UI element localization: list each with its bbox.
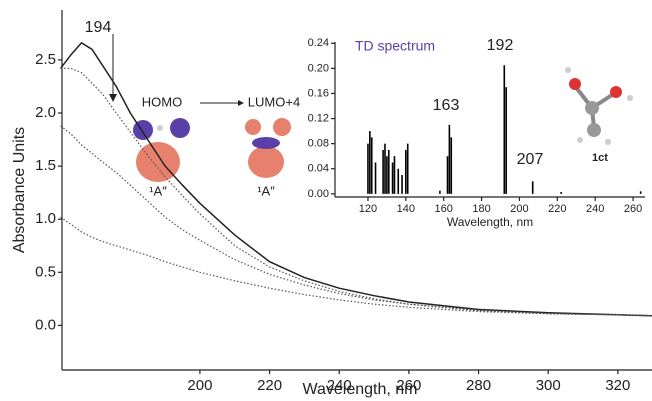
x-axis-label: Wavelength, nm bbox=[302, 381, 417, 398]
annotation: 194 bbox=[85, 19, 112, 36]
y-tick-label: 0.00 bbox=[308, 188, 329, 200]
annotation: HOMO bbox=[142, 94, 182, 109]
y-tick-label: 0.12 bbox=[308, 112, 329, 124]
x-tick-label: 240 bbox=[327, 377, 352, 394]
x-tick-label: 180 bbox=[472, 203, 490, 215]
x-tick-label: 160 bbox=[435, 203, 453, 215]
y-tick-label: 0.08 bbox=[308, 138, 329, 150]
inset-extras: TD spectrum Wavelength, nm 163 192 207 1… bbox=[308, 37, 645, 229]
x-tick-label: 200 bbox=[510, 203, 528, 215]
y-tick-label: 2.5 bbox=[35, 51, 56, 68]
x-tick-label: 200 bbox=[187, 377, 212, 394]
x-tick-label: 260 bbox=[624, 203, 642, 215]
y-tick-label: 0.24 bbox=[308, 37, 329, 49]
x-tick-label: 120 bbox=[359, 203, 377, 215]
y-tick-label: 0.0 bbox=[35, 316, 56, 333]
annotation: 1ct bbox=[592, 152, 608, 164]
x-tick-label: 220 bbox=[257, 377, 282, 394]
y-axis-label: Absorbance Units bbox=[11, 127, 28, 253]
homo-orbital bbox=[133, 118, 190, 182]
x-axis-label: Wavelength, nm bbox=[447, 215, 533, 229]
annotation: 207 bbox=[517, 151, 544, 168]
y-tick-label: 0.20 bbox=[308, 62, 329, 74]
annotation: 192 bbox=[487, 37, 514, 54]
x-tick-label: 240 bbox=[586, 203, 604, 215]
annotation: ¹A″ bbox=[257, 183, 275, 198]
y-tick-label: 0.16 bbox=[308, 87, 329, 99]
arrow-head bbox=[238, 100, 244, 106]
arrow-head bbox=[109, 94, 117, 102]
annotation: 163 bbox=[433, 97, 460, 114]
y-tick-label: 1.0 bbox=[35, 210, 56, 227]
y-tick-label: 0.5 bbox=[35, 263, 56, 280]
lumo-orbital bbox=[245, 118, 291, 178]
annotation: LUMO+4 bbox=[248, 94, 300, 109]
line-series bbox=[60, 216, 652, 317]
x-tick-label: 140 bbox=[397, 203, 415, 215]
y-tick-label: 0.04 bbox=[308, 163, 329, 175]
x-tick-label: 320 bbox=[605, 377, 630, 394]
line-series bbox=[60, 125, 652, 317]
inset-title: TD spectrum bbox=[355, 38, 435, 54]
y-tick-label: 2.0 bbox=[35, 104, 56, 121]
x-tick-label: 260 bbox=[396, 377, 421, 394]
x-tick-label: 280 bbox=[466, 377, 491, 394]
y-tick-label: 1.5 bbox=[35, 157, 56, 174]
line-series bbox=[60, 41, 652, 317]
annotation: ¹A″ bbox=[149, 183, 167, 198]
x-tick-label: 220 bbox=[548, 203, 566, 215]
molecule bbox=[565, 67, 633, 145]
x-tick-label: 300 bbox=[536, 377, 561, 394]
